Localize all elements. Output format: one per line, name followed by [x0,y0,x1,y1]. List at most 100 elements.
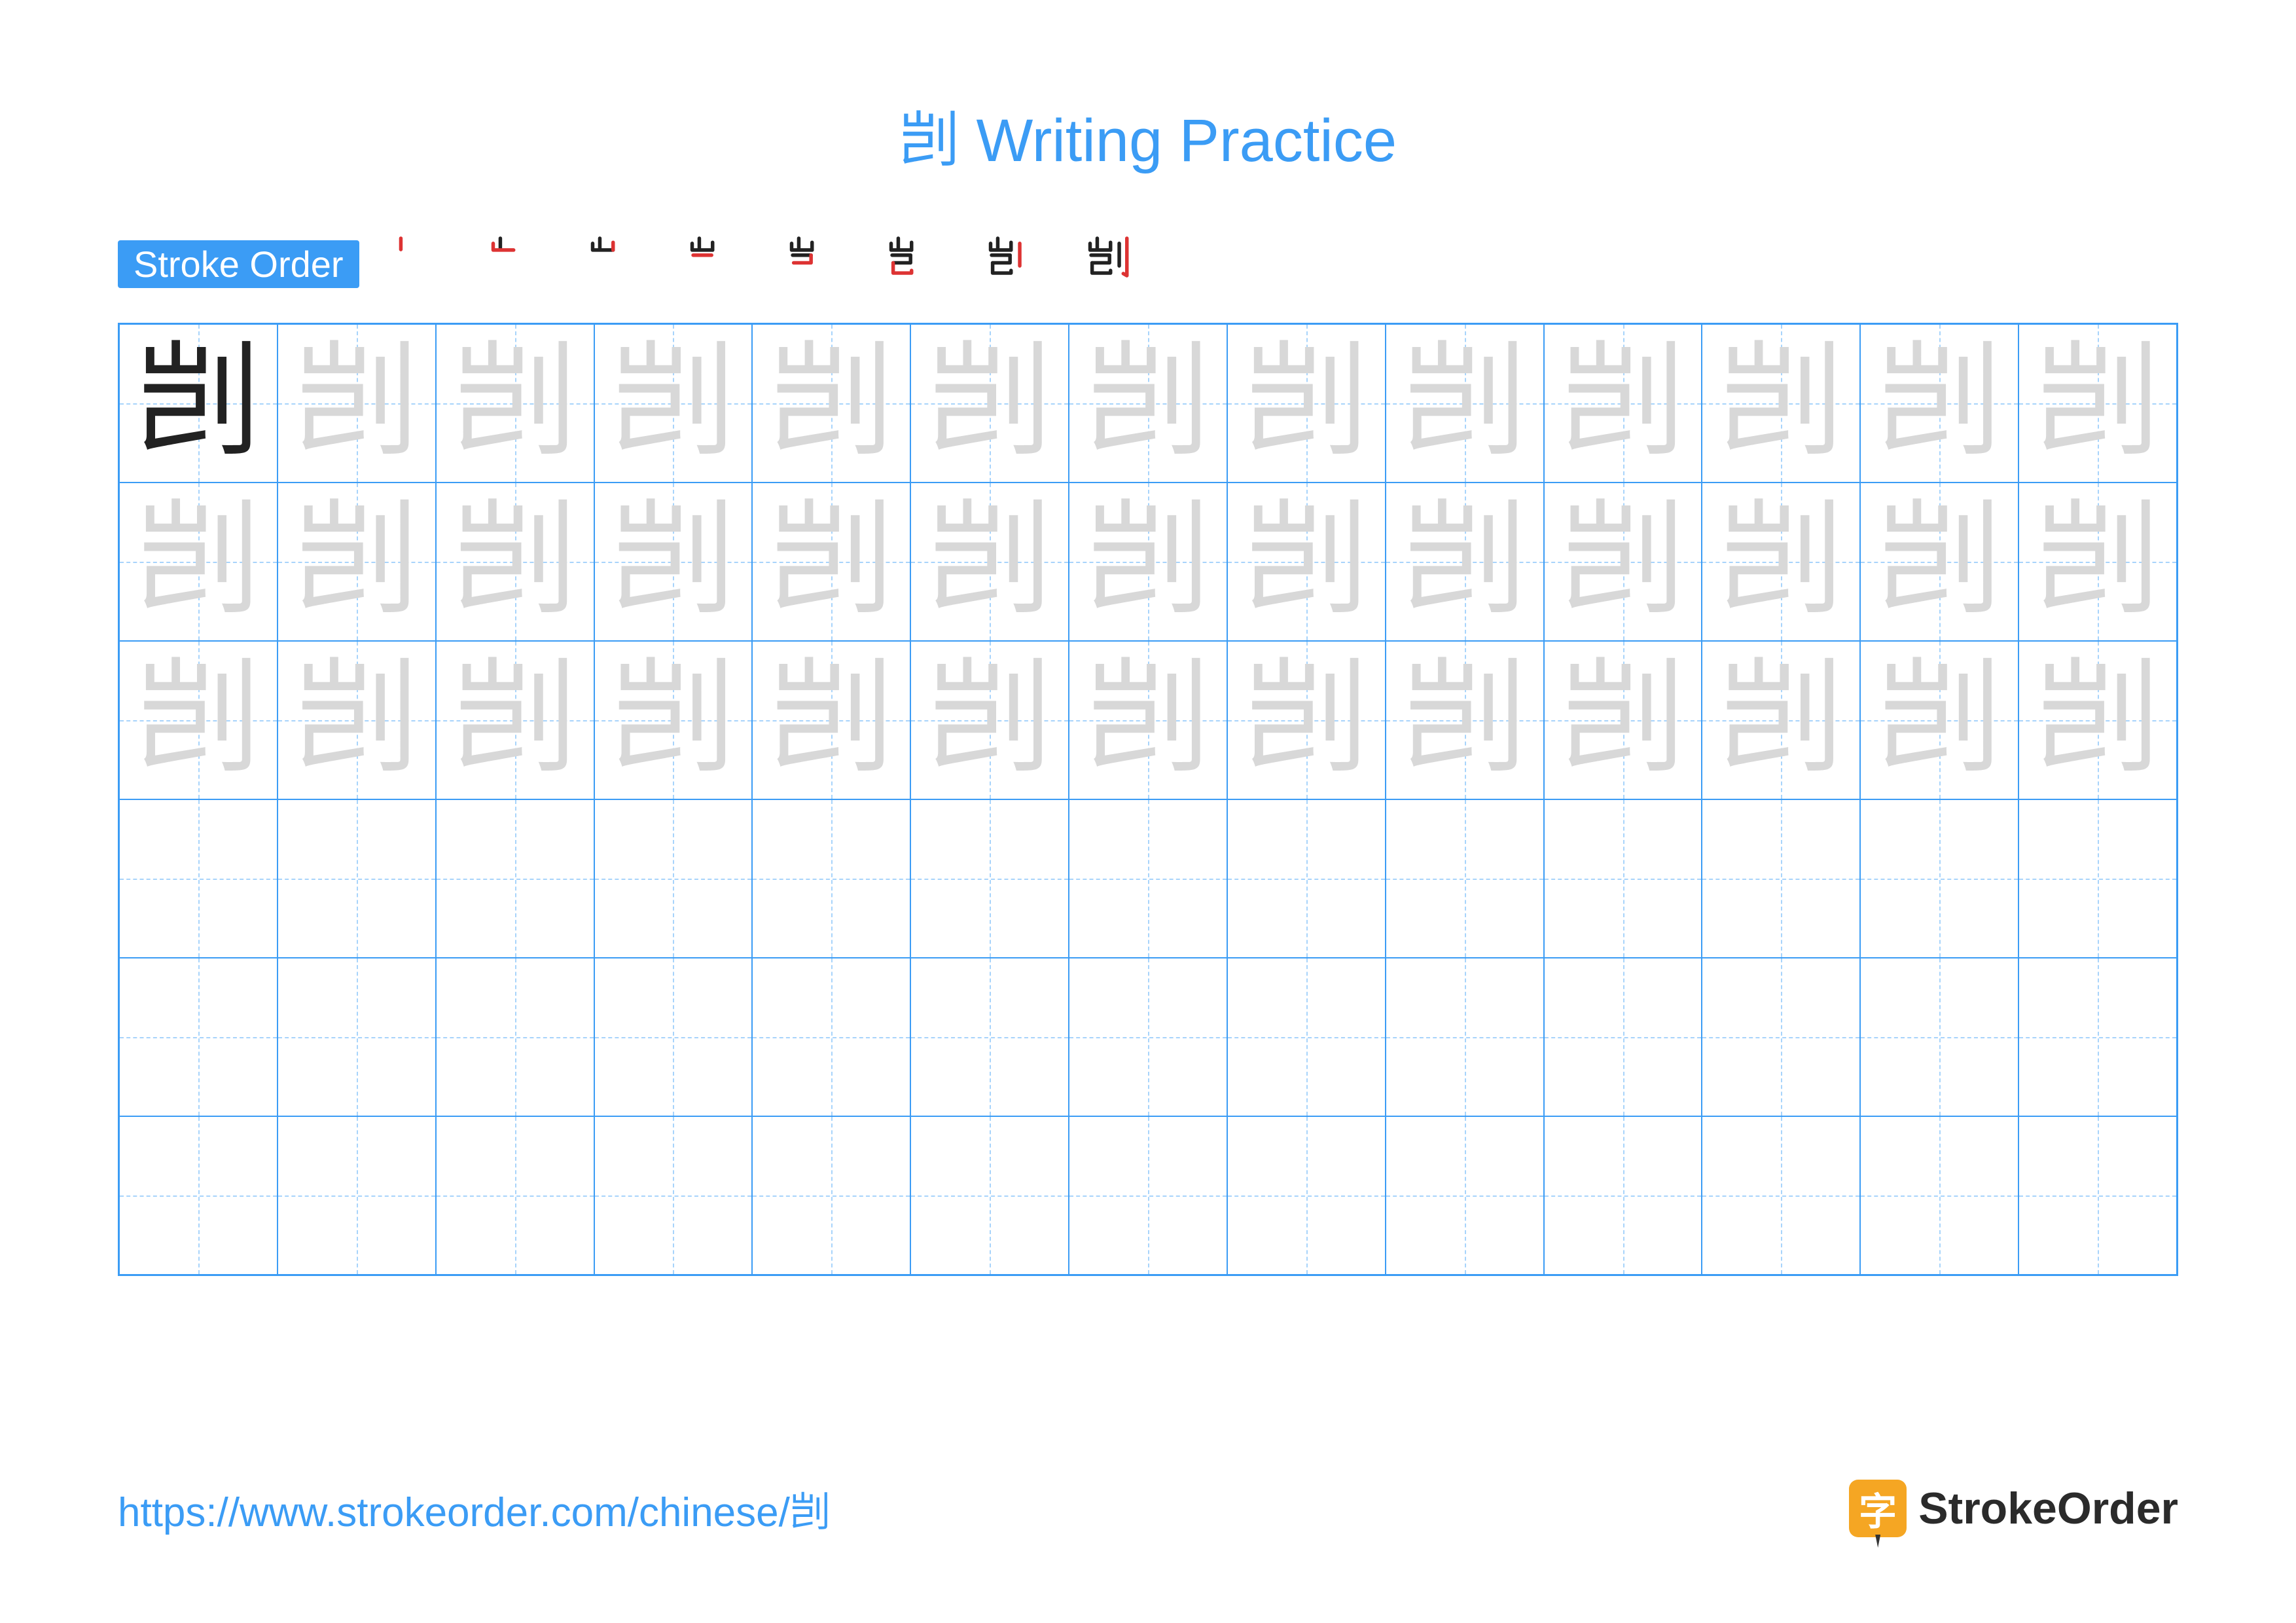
trace-character: 剀 [1244,658,1369,782]
grid-cell: 剀 [1227,483,1386,641]
grid-cell [1860,1116,2018,1275]
grid-cell: 剀 [594,324,753,483]
trace-character: 剀 [1244,500,1369,624]
grid-cell [2018,958,2177,1116]
grid-cell [1544,958,1702,1116]
grid-cell [1860,958,2018,1116]
trace-character: 剀 [927,658,1052,782]
logo-icon: 字 [1849,1480,1907,1537]
trace-character: 剀 [1561,500,1685,624]
stroke-step-6 [883,231,935,297]
grid-cell [278,958,436,1116]
trace-character: 剀 [1719,500,1843,624]
trace-character: 剀 [295,341,419,465]
trace-character: 剀 [136,500,260,624]
grid-cell [119,799,278,958]
grid-cell: 剀 [2018,483,2177,641]
stroke-steps [386,231,1134,297]
grid-cell [436,799,594,958]
grid-cell: 剀 [119,324,278,483]
trace-character: 剀 [1086,658,1210,782]
grid-cell: 剀 [1544,483,1702,641]
footer: https://www.strokeorder.com/chinese/剀 字 … [118,1479,2178,1538]
grid-cell [1544,799,1702,958]
page-title: 剀 Writing Practice [118,92,2178,179]
trace-character: 剀 [1086,500,1210,624]
trace-character: 剀 [136,658,260,782]
grid-cell [278,1116,436,1275]
stroke-step-4 [684,231,736,297]
stroke-step-2 [485,231,537,297]
trace-character: 剀 [1244,341,1369,465]
grid-cell: 剀 [1860,483,2018,641]
grid-cell: 剀 [1386,324,1544,483]
grid-row: 剀剀剀剀剀剀剀剀剀剀剀剀剀 [119,641,2177,799]
grid-cell: 剀 [752,483,910,641]
grid-cell [1227,799,1386,958]
trace-character: 剀 [2036,341,2160,465]
grid-cell: 剀 [1227,324,1386,483]
grid-cell [1544,1116,1702,1275]
grid-cell: 剀 [1544,324,1702,483]
trace-character: 剀 [1561,341,1685,465]
trace-character: 剀 [1719,658,1843,782]
grid-cell [594,958,753,1116]
grid-row [119,958,2177,1116]
trace-character: 剀 [927,500,1052,624]
trace-character: 剀 [1403,658,1527,782]
stroke-step-8 [1082,231,1134,297]
model-character: 剀 [136,341,260,465]
grid-cell: 剀 [1702,483,1860,641]
trace-character: 剀 [927,341,1052,465]
trace-character: 剀 [769,341,893,465]
grid-row: 剀剀剀剀剀剀剀剀剀剀剀剀剀 [119,483,2177,641]
grid-cell [910,1116,1069,1275]
grid-cell: 剀 [2018,641,2177,799]
stroke-step-5 [783,231,836,297]
grid-cell [1702,1116,1860,1275]
stroke-step-7 [982,231,1035,297]
trace-character: 剀 [1086,341,1210,465]
grid-cell [1702,958,1860,1116]
logo-text: StrokeOrder [1918,1483,2178,1534]
trace-character: 剀 [2036,658,2160,782]
grid-cell: 剀 [1702,324,1860,483]
grid-cell: 剀 [1069,483,1227,641]
trace-character: 剀 [453,658,577,782]
grid-cell [910,958,1069,1116]
grid-cell: 剀 [1227,641,1386,799]
trace-character: 剀 [1561,658,1685,782]
grid-cell: 剀 [752,641,910,799]
grid-cell: 剀 [278,483,436,641]
grid-cell [119,1116,278,1275]
trace-character: 剀 [611,658,735,782]
grid-cell: 剀 [119,483,278,641]
trace-character: 剀 [453,500,577,624]
trace-character: 剀 [1877,341,2001,465]
grid-cell: 剀 [1386,641,1544,799]
grid-cell [910,799,1069,958]
grid-cell [1069,1116,1227,1275]
grid-cell [1227,958,1386,1116]
grid-cell [1386,958,1544,1116]
trace-character: 剀 [1719,341,1843,465]
grid-row [119,799,2177,958]
grid-cell: 剀 [910,483,1069,641]
grid-cell [1386,1116,1544,1275]
trace-character: 剀 [2036,500,2160,624]
grid-cell [752,958,910,1116]
grid-cell [752,1116,910,1275]
trace-character: 剀 [611,341,735,465]
grid-cell: 剀 [436,641,594,799]
grid-cell: 剀 [119,641,278,799]
source-url: https://www.strokeorder.com/chinese/剀 [118,1479,831,1538]
practice-grid: 剀剀剀剀剀剀剀剀剀剀剀剀剀剀剀剀剀剀剀剀剀剀剀剀剀剀剀剀剀剀剀剀剀剀剀剀剀剀剀 [118,323,2178,1276]
grid-cell [1860,799,2018,958]
trace-character: 剀 [769,658,893,782]
brand-logo: 字 StrokeOrder [1849,1480,2178,1537]
grid-cell: 剀 [910,641,1069,799]
grid-cell: 剀 [1702,641,1860,799]
grid-cell [752,799,910,958]
trace-character: 剀 [1877,500,2001,624]
grid-cell [594,799,753,958]
